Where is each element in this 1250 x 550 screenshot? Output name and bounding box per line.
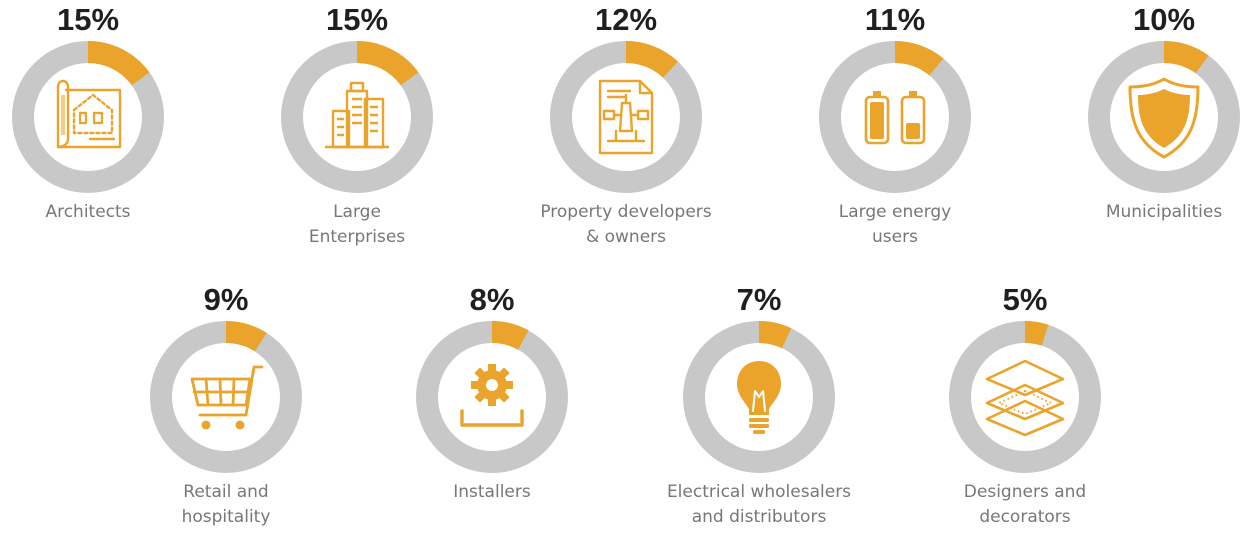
category-label-line: & owners (585, 227, 667, 247)
batteries-icon (864, 91, 926, 145)
category-label: Electrical wholesalers and distributors (639, 480, 879, 530)
donut-chart (1088, 41, 1240, 193)
donut-slice-value (758, 321, 792, 349)
gear-tray-icon (460, 364, 524, 427)
percent-label: 5% (1002, 282, 1048, 317)
category-label-line: Retail and (183, 482, 269, 502)
donut-chart (683, 321, 835, 473)
percent-label: 10% (1132, 2, 1196, 37)
lightbulb-icon (737, 361, 781, 434)
category-label-line: and distributors (691, 507, 827, 527)
category-label: Large Enterprises (237, 200, 477, 250)
percent-label: 12% (594, 2, 658, 37)
donut-slice-value (225, 321, 267, 352)
percent-label: 15% (56, 2, 120, 37)
category-label-line: decorators (979, 507, 1071, 527)
building-plan-icon (598, 79, 654, 155)
donut-item-municipalities: 10% Municipalities (1044, 2, 1250, 225)
category-label-line: Enterprises (308, 227, 406, 247)
category-label-line: Designers and (963, 482, 1087, 502)
gear-tooth (488, 364, 496, 374)
donut-chart (550, 41, 702, 193)
layers-icon (985, 359, 1065, 437)
donut-item-retail-hospitality: 9% Retail and hospitality (106, 282, 346, 530)
donut-item-large-enterprises: 15% Large Enterprises (237, 2, 477, 250)
percent-label: 11% (864, 2, 926, 37)
donut-slice-value (894, 41, 944, 76)
shield-icon (1128, 77, 1200, 159)
donut-chart (150, 321, 302, 473)
category-label-line: Large (333, 202, 381, 222)
category-label-line: Property developers (540, 202, 712, 222)
donut-item-designers-decorators: 5% Designers and decorators (905, 282, 1145, 530)
donut-chart (12, 41, 164, 193)
buildings-icon (325, 81, 389, 149)
donut-ring-remainder (819, 41, 971, 193)
percent-label: 15% (325, 2, 389, 37)
donut-slice-value (356, 41, 419, 86)
category-label-line: Large energy (838, 202, 952, 222)
donut-chart (819, 41, 971, 193)
donut-item-installers: 8% Installers (372, 282, 612, 505)
category-label-line: Installers (453, 482, 531, 502)
donut-item-large-energy-users: 11% Large energy users (775, 2, 1015, 250)
donut-chart (281, 41, 433, 193)
category-label: Installers (372, 480, 612, 505)
category-label-line: users (872, 227, 918, 247)
category-label-line: Municipalities (1105, 202, 1223, 222)
category-label-line: Architects (45, 202, 131, 222)
donut-ring-remainder (150, 321, 302, 473)
shopping-cart-icon (190, 365, 264, 430)
donut-item-electrical-wholesalers: 7% Electrical wholesalers and distributo… (639, 282, 879, 530)
donut-slice-value (625, 41, 679, 78)
category-label: Architects (0, 200, 208, 225)
category-label-line: hospitality (181, 507, 271, 527)
blueprint-icon (56, 79, 122, 149)
donut-chart (416, 321, 568, 473)
category-label: Property developers & owners (506, 200, 746, 250)
donut-ring-remainder (550, 41, 702, 193)
donut-slice-value (1024, 321, 1049, 346)
donut-slice-value (1163, 41, 1209, 74)
category-label: Retail and hospitality (106, 480, 346, 530)
donut-ring-remainder (949, 321, 1101, 473)
percent-label: 9% (203, 282, 249, 317)
gear-tooth (488, 396, 496, 406)
donut-slice-value (87, 41, 150, 86)
category-label: Large energy users (775, 200, 1015, 250)
percent-label: 8% (469, 282, 515, 317)
donut-chart (949, 321, 1101, 473)
percent-label: 7% (736, 282, 782, 317)
category-label-line: Electrical wholesalers (666, 482, 852, 502)
donut-item-architects: 15% Architects (0, 2, 208, 225)
donut-item-property-developers: 12% Property developers & owners (506, 2, 746, 250)
category-label: Designers and decorators (905, 480, 1145, 530)
category-label: Municipalities (1044, 200, 1250, 225)
donut-slice-value (491, 321, 529, 350)
